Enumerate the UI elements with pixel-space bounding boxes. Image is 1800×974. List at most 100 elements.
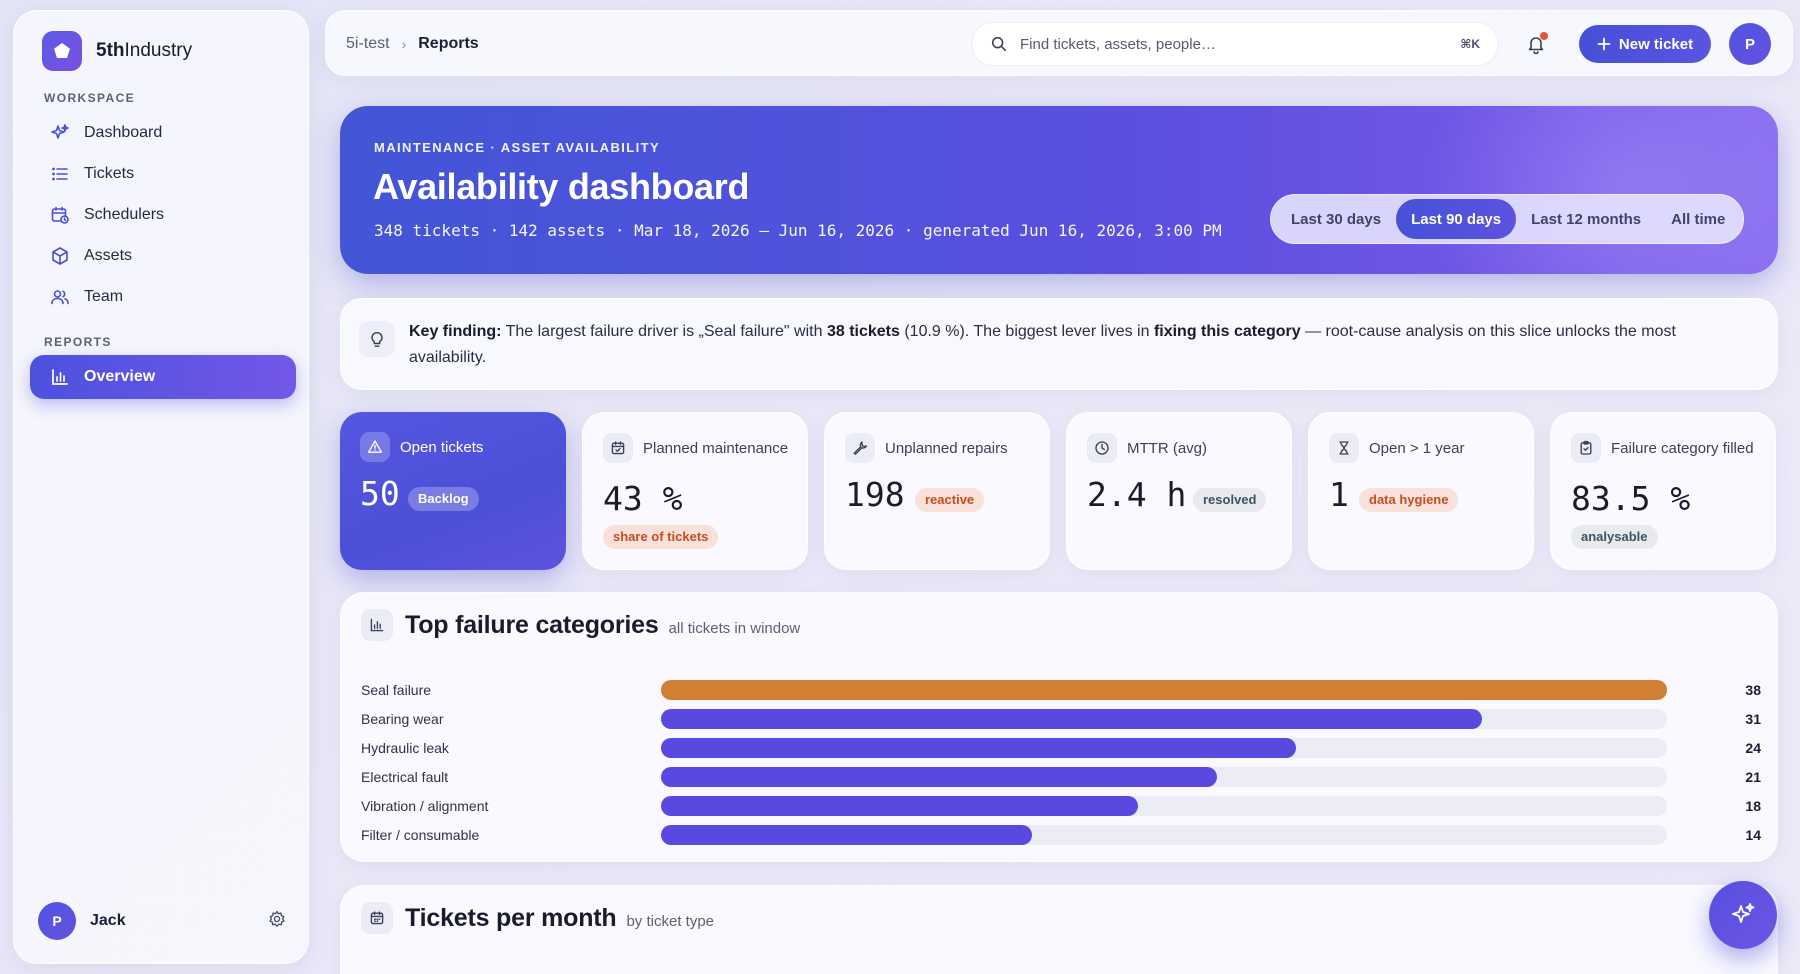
range-last-90-days[interactable]: Last 90 days	[1396, 199, 1517, 239]
notifications-button[interactable]	[1518, 26, 1554, 62]
range-last-12-months[interactable]: Last 12 months	[1531, 210, 1642, 228]
warning-icon	[360, 432, 390, 462]
sparkle-icon	[51, 124, 69, 139]
user-name: Jack	[90, 912, 126, 929]
search-shortcut: ⌘K	[1460, 37, 1480, 51]
bar-chart-icon	[52, 369, 68, 385]
kpi-label: Open tickets	[400, 438, 484, 456]
lightbulb-icon	[359, 321, 395, 357]
bar-value-label: 24	[1745, 740, 1761, 756]
bell-icon	[1528, 37, 1544, 54]
sidebar-item-team[interactable]: Team	[30, 275, 296, 319]
kpi-label: Planned maintenance	[643, 439, 789, 457]
kpi-label: Failure category filled	[1611, 439, 1754, 457]
kpi-badge: Backlog	[408, 487, 479, 511]
bar-fill	[661, 796, 1138, 816]
gear-icon[interactable]	[268, 910, 286, 933]
brand-name: 5thIndustry	[96, 40, 193, 61]
notification-dot	[1540, 32, 1548, 40]
kpi-label: Unplanned repairs	[885, 439, 1008, 457]
kpi-value: 198	[845, 475, 905, 514]
range-all-time[interactable]: All time	[1671, 210, 1726, 228]
kpi-planned-maintenance[interactable]: Planned maintenance 43 % share of ticket…	[582, 412, 808, 570]
bar-value-label: 18	[1745, 798, 1761, 814]
kpi-value: 2.4 h	[1087, 475, 1187, 514]
ai-assistant-button[interactable]	[1709, 881, 1777, 949]
bar-value-label: 31	[1745, 711, 1761, 727]
hero-eyebrow: MAINTENANCE · ASSET AVAILABILITY	[374, 140, 661, 155]
kpi-value: 1	[1329, 475, 1349, 514]
sidebar-item-label: Schedulers	[84, 206, 165, 223]
avatar: P	[38, 902, 76, 940]
bar-fill	[661, 825, 1032, 845]
bar-value-label: 38	[1745, 682, 1761, 698]
kpi-badge: resolved	[1193, 488, 1267, 512]
top-bar: 5i-test › Reports ⌘K New ticket P	[325, 10, 1793, 76]
sidebar: 5thIndustry WORKSPACE Dashboard Tickets …	[13, 10, 309, 964]
kpi-mttr[interactable]: MTTR (avg) 2.4 h resolved	[1066, 412, 1292, 570]
bar-category-label: Vibration / alignment	[361, 798, 489, 814]
kpi-label: Open > 1 year	[1369, 439, 1465, 457]
hero-meta: 348 tickets · 142 assets · Mar 18, 2026 …	[374, 221, 1222, 240]
sidebar-item-label: Tickets	[84, 165, 135, 182]
new-ticket-button[interactable]: New ticket	[1579, 25, 1711, 63]
kpi-value: 43 %	[603, 479, 683, 518]
bar-category-label: Seal failure	[361, 682, 432, 698]
page-title: Availability dashboard	[373, 166, 750, 207]
panel-title: Tickets per month by ticket type	[405, 904, 715, 932]
sidebar-item-overview[interactable]: Overview	[30, 355, 296, 399]
search-bar[interactable]: ⌘K	[971, 22, 1499, 66]
breadcrumb-current: Reports	[418, 35, 479, 52]
kpi-open-tickets[interactable]: Open tickets 50 Backlog	[340, 412, 566, 570]
kpi-unplanned-repairs[interactable]: Unplanned repairs 198 reactive	[824, 412, 1050, 570]
kpi-badge: analysable	[1571, 525, 1658, 549]
sidebar-item-label: Team	[84, 288, 124, 305]
section-label-reports: REPORTS	[44, 335, 112, 349]
failure-bar-row: Bearing wear 31	[361, 708, 1761, 730]
bar-track	[661, 796, 1667, 816]
calendar-clock-icon	[51, 206, 69, 224]
breadcrumb: 5i-test › Reports	[346, 11, 479, 77]
bar-fill	[661, 680, 1667, 700]
wrench-icon	[845, 433, 875, 463]
panel-title: Top failure categories all tickets in win…	[405, 611, 801, 639]
hero-banner: MAINTENANCE · ASSET AVAILABILITY Availab…	[340, 106, 1778, 274]
kpi-failure-category-filled[interactable]: Failure category filled 83.5 % analysabl…	[1550, 412, 1776, 570]
tickets-per-month-panel: Tickets per month by ticket type	[340, 885, 1778, 974]
failure-bar-row: Hydraulic leak 24	[361, 737, 1761, 759]
calendar-check-icon	[603, 433, 633, 463]
failure-bar-row: Seal failure 38	[361, 679, 1761, 701]
section-label-workspace: WORKSPACE	[44, 91, 136, 105]
kpi-label: MTTR (avg)	[1127, 439, 1207, 457]
sidebar-item-tickets[interactable]: Tickets	[30, 152, 296, 196]
sidebar-item-assets[interactable]: Assets	[30, 234, 296, 278]
brand[interactable]: 5thIndustry	[42, 31, 192, 71]
clock-icon	[1087, 433, 1117, 463]
breadcrumb-workspace[interactable]: 5i-test	[346, 35, 390, 52]
failure-bar-row: Vibration / alignment 18	[361, 795, 1761, 817]
bar-track	[661, 738, 1667, 758]
user-profile[interactable]: P Jack	[38, 901, 286, 941]
search-input[interactable]	[1020, 35, 1461, 53]
bar-fill	[661, 738, 1296, 758]
cube-icon	[52, 247, 68, 265]
user-avatar-button[interactable]: P	[1729, 23, 1771, 65]
failure-bar-row: Electrical fault 21	[361, 766, 1761, 788]
range-last-30-days[interactable]: Last 30 days	[1291, 210, 1382, 228]
bar-category-label: Bearing wear	[361, 711, 444, 727]
bar-track	[661, 680, 1667, 700]
kpi-value: 83.5 %	[1571, 479, 1691, 518]
kpi-badge: data hygiene	[1359, 488, 1459, 512]
panel-subtitle: all tickets in window	[668, 620, 801, 637]
calendar-icon	[361, 902, 393, 934]
bar-chart-icon	[361, 609, 393, 641]
key-finding-card: Key finding: The largest failure driver …	[340, 298, 1778, 390]
plus-icon	[1597, 37, 1611, 51]
sidebar-item-dashboard[interactable]: Dashboard	[30, 111, 296, 155]
bar-track	[661, 825, 1667, 845]
chevron-right-icon: ›	[401, 36, 407, 52]
kpi-open-over-year[interactable]: Open > 1 year 1 data hygiene	[1308, 412, 1534, 570]
bar-fill	[661, 709, 1482, 729]
clipboard-check-icon	[1571, 433, 1601, 463]
sidebar-item-schedulers[interactable]: Schedulers	[30, 193, 296, 237]
